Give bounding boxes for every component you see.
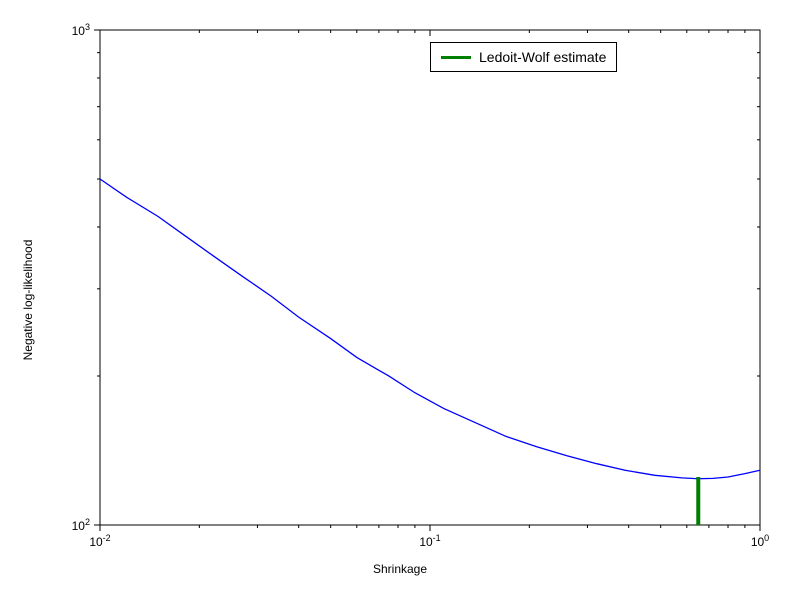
chart-container: 10-2 10-1 100 102 103 Shrinkage Negative lo…	[0, 0, 800, 600]
legend-swatch	[441, 56, 471, 59]
y-tick-label: 102	[72, 517, 90, 533]
y-axis-label: Negative log-likelihood	[21, 240, 35, 361]
y-tick-label: 103	[72, 22, 90, 38]
x-tick-label: 10-1	[419, 533, 440, 549]
x-axis-label: Shrinkage	[373, 562, 427, 576]
x-tick-label: 100	[751, 533, 769, 549]
x-tick-label: 10-2	[89, 533, 110, 549]
chart-svg	[0, 0, 800, 600]
legend: Ledoit-Wolf estimate	[430, 42, 617, 72]
legend-label: Ledoit-Wolf estimate	[479, 49, 606, 65]
